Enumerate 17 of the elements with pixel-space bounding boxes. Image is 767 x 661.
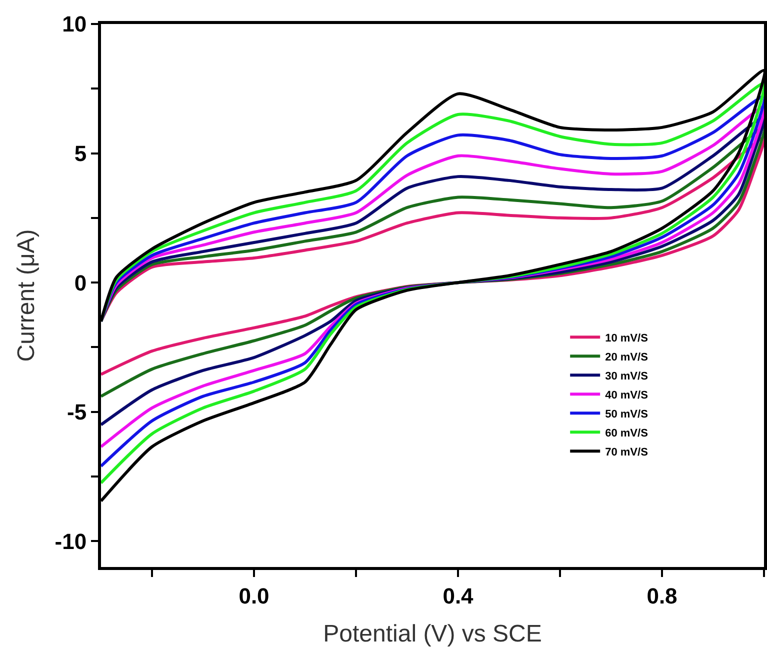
y-tick-label: 0 <box>74 270 87 296</box>
y-tick-label: -5 <box>67 400 87 425</box>
y-tick-label: 10 <box>62 12 87 37</box>
y-tick-label: 5 <box>74 140 87 166</box>
y-tick-label: -10 <box>54 528 87 554</box>
x-tick-label: 0.4 <box>442 583 474 608</box>
legend-label: 60 mV/S <box>605 427 648 440</box>
legend-label: 40 mV/S <box>605 389 648 402</box>
legend-label: 50 mV/S <box>605 408 648 420</box>
y-axis-title: Current (μA) <box>12 229 40 362</box>
x-tick-label: 0.0 <box>238 583 270 608</box>
x-tick-label: 0.8 <box>646 583 678 608</box>
legend-label: 70 mV/S <box>605 446 648 458</box>
legend-label: 20 mV/S <box>605 351 648 364</box>
legend-label: 30 mV/S <box>605 370 648 382</box>
x-axis-title: Potential (V) vs SCE <box>323 620 542 648</box>
legend-label: 10 mV/S <box>605 332 648 344</box>
